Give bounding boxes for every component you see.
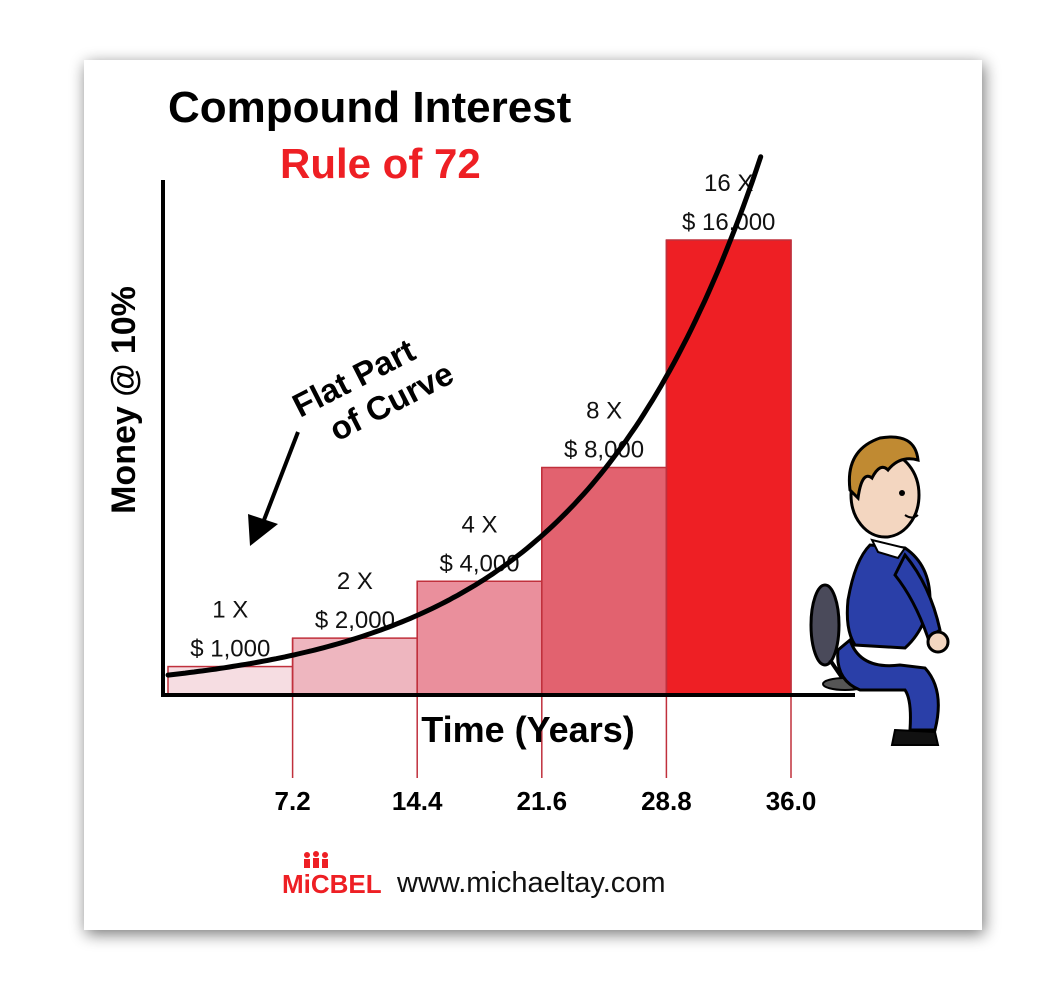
bar-multiple-label: 8 X <box>586 398 622 425</box>
x-tick-label: 7.2 <box>275 786 311 816</box>
card-background <box>84 60 982 930</box>
footer: MiCBEL www.michaeltay.com <box>282 851 666 899</box>
bar-4 <box>541 466 668 696</box>
annotation-arrowhead <box>248 514 278 546</box>
x-tick-labels: 7.2 14.4 21.6 28.8 36.0 <box>275 786 817 816</box>
x-axis-label: Time (Years) <box>421 709 634 750</box>
bar-multiple-label: 1 X <box>212 597 248 624</box>
bar-amount-label: $ 8,000 <box>564 437 644 464</box>
tick-lines <box>291 240 792 778</box>
y-axis-label: Money @ 10% <box>105 286 143 514</box>
bar-amount-label: $ 1,000 <box>190 636 270 663</box>
bar-multiple-label: 4 X <box>461 511 497 538</box>
bar-amount-label: $ 16,000 <box>682 209 775 236</box>
chart-title: Compound Interest <box>168 83 572 132</box>
bar-multiple-label: 2 X <box>337 568 373 595</box>
x-tick-label: 21.6 <box>516 786 567 816</box>
bar-3 <box>416 580 543 696</box>
x-tick-label: 14.4 <box>392 786 443 816</box>
footer-brand: MiCBEL <box>282 869 382 899</box>
footer-website[interactable]: www.michaeltay.com <box>396 867 666 899</box>
annotation-arrow-shaft <box>262 431 300 521</box>
micbel-logo-icon <box>304 851 328 868</box>
chart-subtitle: Rule of 72 <box>280 140 481 187</box>
exponential-growth-curve <box>165 154 764 678</box>
x-tick-label: 36.0 <box>766 786 817 816</box>
x-tick-label: 28.8 <box>641 786 692 816</box>
bar-5 <box>665 239 792 696</box>
bars-layer <box>167 239 792 696</box>
businessman-sitting-on-chair-icon <box>809 435 950 746</box>
bar-multiple-label: 16 X <box>704 170 753 197</box>
bar-2 <box>291 637 418 696</box>
